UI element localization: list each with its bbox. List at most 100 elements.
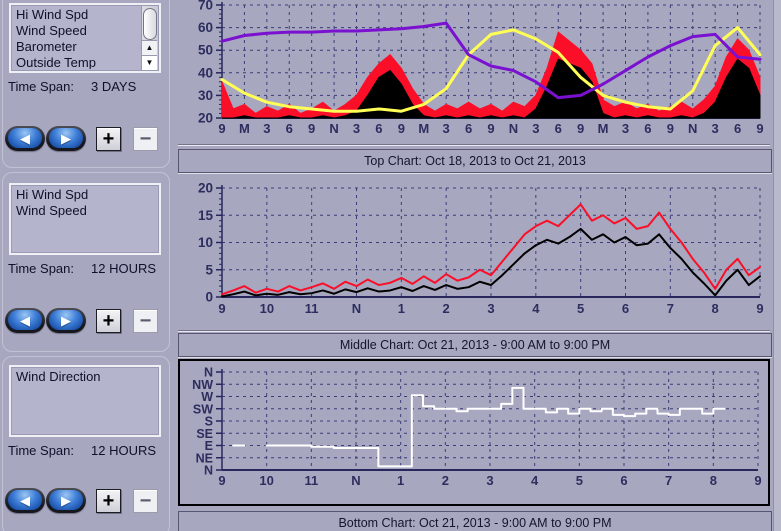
- scrollbar-thumb[interactable]: [143, 8, 157, 40]
- svg-text:1: 1: [398, 301, 405, 316]
- svg-text:N: N: [351, 473, 360, 488]
- graph-series-list-middle[interactable]: Hi Wind Spd Wind Speed: [9, 183, 161, 255]
- svg-text:6: 6: [555, 121, 562, 136]
- svg-text:2: 2: [443, 301, 450, 316]
- button-face: ▶: [49, 128, 83, 148]
- zoom-in-button[interactable]: +: [96, 127, 121, 151]
- svg-text:3: 3: [353, 121, 360, 136]
- time-span-row: Time Span: 12 HOURS: [8, 261, 156, 276]
- svg-text:7: 7: [665, 473, 672, 488]
- svg-text:4: 4: [531, 473, 539, 488]
- time-span-value: 12 HOURS: [91, 443, 157, 458]
- svg-text:10: 10: [260, 301, 274, 316]
- bottom-chart-caption: Bottom Chart: Oct 21, 2013 - 9:00 AM to …: [178, 511, 772, 531]
- svg-text:20: 20: [198, 181, 213, 196]
- svg-text:10: 10: [259, 473, 273, 488]
- svg-text:6: 6: [644, 121, 651, 136]
- group-box-middle-chart: [2, 172, 170, 352]
- prev-button[interactable]: ◀: [5, 308, 45, 333]
- svg-text:6: 6: [622, 301, 629, 316]
- svg-text:11: 11: [305, 301, 319, 316]
- nav-button-row: ◀ ▶ + −: [0, 126, 176, 154]
- zoom-out-button[interactable]: −: [133, 309, 158, 333]
- time-span-label: Time Span:: [8, 79, 74, 94]
- svg-text:9: 9: [756, 301, 763, 316]
- forward-arrow-icon: ▶: [61, 492, 71, 508]
- button-face: ◀: [8, 128, 42, 148]
- svg-text:3: 3: [532, 121, 539, 136]
- time-span-row: Time Span: 3 DAYS: [8, 79, 136, 94]
- svg-text:9: 9: [308, 121, 315, 136]
- svg-text:11: 11: [304, 473, 318, 488]
- svg-text:5: 5: [577, 301, 584, 316]
- svg-text:70: 70: [198, 0, 213, 13]
- svg-text:6: 6: [286, 121, 293, 136]
- button-face: ◀: [8, 310, 42, 330]
- zoom-in-button[interactable]: +: [96, 309, 121, 333]
- svg-text:0: 0: [205, 290, 213, 305]
- list-item[interactable]: Hi Wind Spd: [16, 7, 89, 22]
- svg-text:2: 2: [442, 473, 449, 488]
- svg-text:9: 9: [218, 473, 225, 488]
- button-face: ▶: [49, 490, 83, 510]
- list-item[interactable]: Hi Wind Spd: [16, 187, 89, 202]
- svg-text:NW: NW: [192, 378, 213, 392]
- svg-text:SE: SE: [196, 427, 213, 441]
- svg-text:30: 30: [198, 88, 213, 103]
- graph-series-list-top[interactable]: Hi Wind Spd Wind Speed Barometer Outside Te…: [9, 3, 161, 73]
- svg-text:9: 9: [487, 121, 494, 136]
- svg-text:N: N: [688, 121, 697, 136]
- svg-text:6: 6: [465, 121, 472, 136]
- time-span-row: Time Span: 12 HOURS: [8, 443, 156, 458]
- scroll-up-icon[interactable]: ▲: [142, 40, 157, 55]
- next-button[interactable]: ▶: [46, 488, 86, 513]
- svg-text:S: S: [205, 415, 213, 429]
- svg-text:3: 3: [712, 121, 719, 136]
- middle-chart-plot: 0 5 10 15 20 9 10 11 N 1 2 3 4 5 6 7 8 9: [198, 181, 764, 317]
- svg-text:6: 6: [734, 121, 741, 136]
- top-chart-panel: 20 30 40 50 60 70 9 M 3 6 9 N 3 6 9 M 3 6 9 N 3 6 9 M 3 6 9 N 3 6 9: [178, 0, 770, 145]
- button-face: ▶: [49, 310, 83, 330]
- svg-text:N: N: [329, 121, 338, 136]
- time-span-label: Time Span:: [8, 443, 74, 458]
- next-button[interactable]: ▶: [46, 308, 86, 333]
- list-item[interactable]: Wind Speed: [16, 23, 87, 38]
- svg-text:M: M: [418, 121, 429, 136]
- svg-text:N: N: [204, 464, 213, 478]
- series-list-items: Hi Wind Spd Wind Speed: [13, 187, 157, 251]
- next-button[interactable]: ▶: [46, 126, 86, 151]
- list-item[interactable]: Wind Direction: [16, 369, 101, 384]
- list-item[interactable]: Wind Speed: [16, 203, 87, 218]
- middle-chart-panel: 0 5 10 15 20 9 10 11 N 1 2 3 4 5 6 7 8 9: [178, 176, 770, 331]
- list-item[interactable]: Barometer: [16, 39, 77, 54]
- zoom-in-button[interactable]: +: [96, 489, 121, 513]
- svg-text:5: 5: [205, 262, 213, 277]
- bottom-chart-panel: N NE E SE S SW W NW N 9 10 11 N 1 2 3 4 5 6 7 8 9: [178, 359, 770, 506]
- forward-arrow-icon: ▶: [61, 130, 71, 146]
- svg-text:NE: NE: [196, 451, 213, 465]
- scrollbar[interactable]: ▲ ▼: [141, 6, 158, 70]
- time-span-value: 3 DAYS: [91, 79, 137, 94]
- group-box-bottom-chart: [2, 356, 170, 531]
- zoom-out-button[interactable]: −: [133, 127, 158, 151]
- zoom-out-button[interactable]: −: [133, 489, 158, 513]
- svg-text:9: 9: [667, 121, 674, 136]
- window-edge: [773, 0, 781, 531]
- top-chart-caption: Top Chart: Oct 18, 2013 to Oct 21, 2013: [178, 149, 772, 173]
- svg-text:N: N: [352, 301, 361, 316]
- scroll-down-icon[interactable]: ▼: [142, 55, 157, 70]
- prev-button[interactable]: ◀: [5, 126, 45, 151]
- series-list-items: Hi Wind Spd Wind Speed Barometer Outside Te…: [13, 7, 141, 69]
- back-arrow-icon: ◀: [20, 312, 30, 328]
- prev-button[interactable]: ◀: [5, 488, 45, 513]
- graph-series-list-bottom[interactable]: Wind Direction: [9, 365, 161, 437]
- svg-text:40: 40: [198, 65, 213, 80]
- list-item[interactable]: Outside Temp: [16, 55, 96, 69]
- svg-text:3: 3: [486, 473, 493, 488]
- svg-text:20: 20: [198, 111, 213, 126]
- svg-text:N: N: [204, 366, 213, 380]
- svg-text:9: 9: [218, 301, 225, 316]
